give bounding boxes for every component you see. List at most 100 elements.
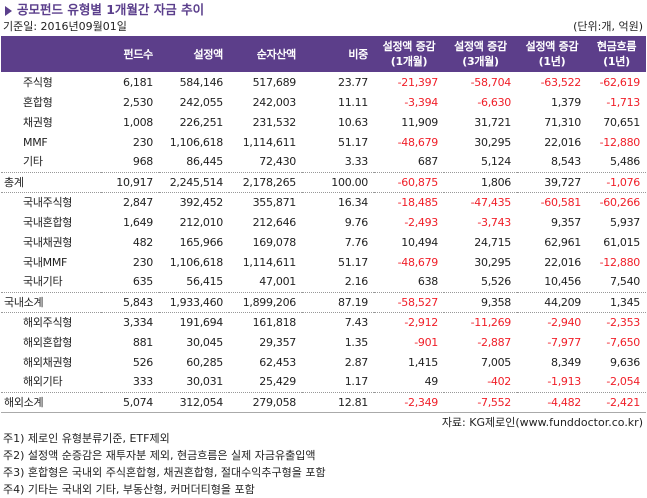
cell: 62,961	[544, 235, 581, 249]
cell: 1,345	[587, 292, 646, 313]
cell: -60,875	[374, 172, 444, 193]
cell: 10,917	[101, 172, 159, 193]
row-label: 해외혼합형	[23, 335, 73, 349]
cell: 165,966	[179, 235, 224, 249]
cell: 47,001	[229, 272, 302, 293]
cell: 161,818	[252, 315, 297, 329]
cell: -1,913	[517, 372, 587, 393]
table-row: 기타 968 86,445 72,430 3.33 687 5,124 8,543 5,486	[1, 152, 646, 173]
cell: 1,806	[444, 172, 517, 193]
cell: 482	[132, 235, 153, 249]
cell: -60,581	[540, 195, 582, 209]
table-row: 국내혼합형 1,649 212,010 212,646 9.76 -2,493 -3,743…	[1, 212, 646, 232]
cell: 1,106,618	[169, 135, 224, 149]
cell: 1.35	[344, 335, 369, 349]
row-label: 혼합형	[23, 95, 53, 109]
cell: 22,016	[544, 135, 581, 149]
cell: -4,482	[517, 392, 587, 413]
cell: -48,679	[397, 255, 439, 269]
table-row: 해외기타 333 30,031 25,429 1.17 49 -402 -1,913 -2,05…	[1, 372, 646, 393]
cell: 333	[101, 372, 159, 393]
cell: 9,636	[610, 355, 640, 369]
subtotal-row: 국내소계 5,843 1,933,460 1,899,206 87.19 -58,527 9…	[1, 292, 646, 313]
row-label: 해외소계	[1, 392, 101, 413]
cell: -18,485	[397, 195, 439, 209]
cell: 25,429	[229, 372, 302, 393]
column-header: 설정액 증감 (1개월)	[374, 36, 444, 72]
cell: 968	[101, 152, 159, 173]
cell: 5,124	[444, 152, 517, 173]
cell: -1,076	[587, 172, 646, 193]
cell: 9,358	[444, 292, 517, 313]
cell: -62,619	[599, 75, 641, 89]
cell: 31,721	[474, 115, 511, 129]
note-2: 주2) 설정액 순증감은 재투자분 제외, 현금흐름은 실제 자금유출입액	[3, 449, 316, 462]
cell: -58,527	[374, 292, 444, 313]
column-header: 설정액 증감 (3개월)	[444, 36, 517, 72]
cell: 230	[132, 255, 153, 269]
cell: 56,415	[159, 272, 229, 293]
cell: 1,106,618	[169, 255, 224, 269]
column-header: 설정액	[159, 36, 229, 72]
cell: -2,887	[477, 335, 511, 349]
row-label: 국내혼합형	[23, 215, 73, 229]
cell: 30,045	[186, 335, 223, 349]
cell: 7.43	[344, 315, 369, 329]
cell: 11,909	[401, 115, 438, 129]
cell: -2,421	[587, 392, 646, 413]
cell: 355,871	[252, 195, 297, 209]
cell: 2.87	[344, 355, 369, 369]
cell: 226,251	[179, 115, 224, 129]
cell: -21,397	[397, 75, 439, 89]
cell: 1,114,611	[242, 135, 297, 149]
cell: -2,912	[404, 315, 438, 329]
cell: 22,016	[544, 255, 581, 269]
cell: 230	[132, 135, 153, 149]
cell: 231,532	[252, 115, 297, 129]
row-label: 기타	[1, 152, 101, 173]
row-label: 국내기타	[1, 272, 101, 293]
cell: 1,933,460	[159, 292, 229, 313]
cell: 30,295	[474, 255, 511, 269]
cell: 2.16	[302, 272, 374, 293]
cell: 191,694	[179, 315, 224, 329]
cell: 30,031	[159, 372, 229, 393]
table-row: 해외주식형 3,334 191,694 161,818 7.43 -2,912 -11,26…	[1, 312, 646, 332]
cell: 6,181	[123, 75, 153, 89]
cell: 30,295	[474, 135, 511, 149]
cell: 5,526	[444, 272, 517, 293]
row-label: 국내소계	[1, 292, 101, 313]
cell: 2,847	[123, 195, 153, 209]
cell: 3,334	[123, 315, 153, 329]
cell: 5,074	[101, 392, 159, 413]
cell: 2,178,265	[229, 172, 302, 193]
table-row: 국내채권형 482 165,966 169,078 7.76 10,494 24,715 62…	[1, 232, 646, 252]
cell: 7,005	[481, 355, 511, 369]
subtotal-row: 총계 10,917 2,245,514 2,178,265 100.00 -60,875 1…	[1, 172, 646, 193]
column-header: 펀드수	[101, 36, 159, 72]
cell: -7,552	[444, 392, 517, 413]
cell: 1,114,611	[242, 255, 297, 269]
cell: -2,493	[404, 215, 438, 229]
cell: 526	[132, 355, 153, 369]
cell: 7.76	[344, 235, 369, 249]
cell: 3.33	[302, 152, 374, 173]
cell: -7,650	[606, 335, 640, 349]
cell: 1,899,206	[229, 292, 302, 313]
subtotal-row: 해외소계 5,074 312,054 279,058 12.81 -2,349 -7,552…	[1, 392, 646, 413]
unit-label: (단위:개, 억원)	[573, 20, 643, 33]
cell: 881	[132, 335, 153, 349]
table-row: 채권형 1,008 226,251 231,532 10.63 11,909 31,721 7…	[1, 112, 646, 132]
table-row: 혼합형 2,530 242,055 242,003 11.11 -3,394 -6,630 1…	[1, 92, 646, 112]
cell: 9,357	[551, 215, 581, 229]
row-label: 주식형	[23, 75, 53, 89]
note-4: 주4) 기타는 국내외 기타, 부동산형, 커머더티형을 포함	[3, 483, 255, 496]
cell: -48,679	[397, 135, 439, 149]
column-header	[1, 36, 101, 72]
cell: -402	[444, 372, 517, 393]
title-text: 공모펀드 유형별 1개월간 자금 추이	[17, 2, 205, 17]
cell: 29,357	[259, 335, 296, 349]
cell: 5,486	[587, 152, 646, 173]
source-note: 자료: KG제로인(www.funddoctor.co.kr)	[441, 416, 643, 429]
